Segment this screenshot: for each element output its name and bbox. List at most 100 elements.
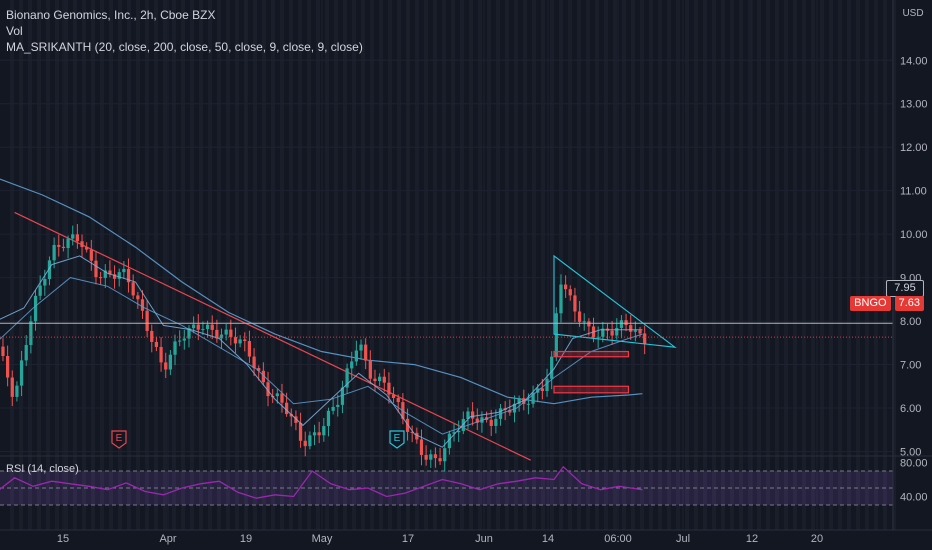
candle-body	[615, 327, 619, 336]
candle-body	[261, 370, 265, 383]
candle-body	[257, 368, 261, 371]
session-band	[262, 0, 266, 530]
session-band	[874, 0, 878, 530]
session-band	[892, 0, 896, 530]
time-tick-label: Jul	[676, 533, 690, 545]
candle-body	[103, 270, 107, 278]
candle-body	[205, 324, 210, 330]
candle-body	[415, 432, 419, 440]
session-band	[181, 0, 185, 530]
candle-body	[24, 344, 28, 361]
candle-body	[577, 311, 582, 322]
session-band	[433, 0, 437, 530]
session-band	[316, 0, 320, 530]
candle-body	[136, 295, 140, 300]
candle-body	[280, 393, 284, 403]
session-band	[847, 0, 851, 530]
candle-body	[168, 354, 172, 370]
session-band	[694, 0, 698, 530]
candle-body	[466, 411, 470, 419]
price-tick-label: 13.00	[900, 99, 928, 111]
candle-body	[619, 320, 624, 328]
price-tick-label: 5.00	[900, 447, 921, 459]
candle-body	[573, 295, 577, 312]
ticker-badge: BNGO	[850, 296, 891, 311]
session-band	[631, 0, 635, 530]
candle-body	[122, 268, 126, 273]
candle-body	[38, 285, 42, 296]
session-band	[865, 0, 869, 530]
ma-fast-line	[0, 255, 643, 448]
candle-body	[633, 330, 637, 332]
session-band	[703, 0, 707, 530]
candle-body	[331, 406, 335, 411]
candle-body	[159, 346, 163, 363]
session-band	[577, 0, 581, 530]
session-band	[748, 0, 752, 530]
candle-body	[229, 329, 233, 338]
session-band	[109, 0, 113, 530]
session-band	[469, 0, 473, 530]
session-band	[307, 0, 311, 530]
candle-body	[178, 340, 182, 342]
session-band	[559, 0, 563, 530]
session-band	[739, 0, 743, 530]
candle-body	[550, 356, 554, 379]
candle-body	[582, 321, 586, 323]
session-band	[487, 0, 491, 530]
candle-body	[326, 410, 331, 427]
session-band	[541, 0, 545, 530]
candle-body	[350, 361, 354, 369]
candle-body	[405, 418, 410, 432]
session-band	[451, 0, 455, 530]
earnings-marker: E	[389, 430, 405, 449]
candle-body	[354, 350, 358, 362]
candle-body	[215, 329, 219, 339]
candle-body	[192, 324, 196, 329]
ma-indicator-label: MA_SRIKANTH (20, close, 200, close, 50, …	[6, 40, 363, 54]
candle-body	[140, 299, 145, 311]
candle-body	[433, 454, 438, 459]
candle-body	[117, 272, 121, 279]
session-band	[37, 0, 41, 530]
session-band	[649, 0, 653, 530]
session-band	[730, 0, 734, 530]
candle-body	[112, 274, 117, 279]
session-band	[523, 0, 527, 530]
session-band	[721, 0, 725, 530]
candle-body	[187, 328, 191, 339]
candle-body	[29, 321, 33, 345]
candle-body	[61, 246, 66, 249]
session-band	[343, 0, 347, 530]
candle-body	[322, 426, 326, 436]
candle-body	[75, 234, 79, 242]
price-tick-label: 10.00	[900, 229, 928, 241]
candle-body	[275, 393, 279, 397]
candle-body	[340, 387, 345, 405]
session-band	[226, 0, 230, 530]
candle-body	[85, 247, 89, 250]
session-band	[325, 0, 329, 530]
candle-body	[33, 295, 38, 322]
session-band	[379, 0, 383, 530]
session-band	[676, 0, 680, 530]
session-band	[298, 0, 302, 530]
candle-body	[10, 377, 14, 397]
session-band	[775, 0, 779, 530]
session-band	[145, 0, 149, 530]
earnings-marker: E	[111, 430, 127, 449]
candle-body	[89, 249, 93, 261]
session-band	[208, 0, 212, 530]
time-tick-label: 20	[811, 533, 823, 545]
candle-body	[587, 321, 591, 327]
session-band	[199, 0, 203, 530]
session-band	[595, 0, 599, 530]
candle-body	[364, 344, 368, 361]
candle-body	[43, 279, 47, 286]
session-band	[55, 0, 59, 530]
time-tick-label: May	[312, 533, 333, 545]
candle-body	[317, 432, 321, 436]
candle-body	[512, 403, 517, 413]
earnings-label: E	[116, 433, 123, 444]
